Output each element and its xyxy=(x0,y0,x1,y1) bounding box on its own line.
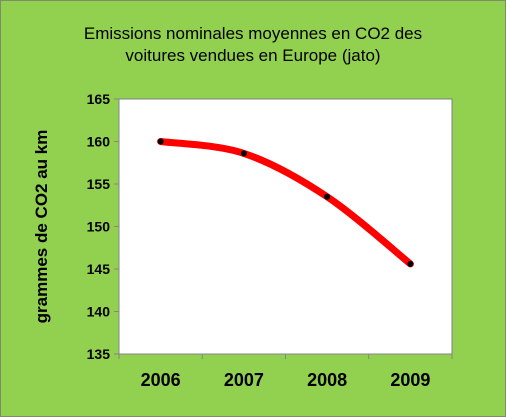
data-point xyxy=(324,193,331,200)
y-tick-label: 140 xyxy=(87,304,111,320)
data-point xyxy=(157,138,164,145)
x-tick-label: 2006 xyxy=(141,370,181,390)
data-point xyxy=(407,260,414,267)
x-tick-label: 2007 xyxy=(224,370,264,390)
x-tick-label: 2009 xyxy=(390,370,430,390)
y-tick-label: 160 xyxy=(87,134,111,150)
series-line xyxy=(157,138,414,268)
y-tick-label: 150 xyxy=(87,219,111,235)
chart-title: Emissions nominales moyennes en CO2 des … xyxy=(83,24,423,65)
y-tick-label: 155 xyxy=(87,176,111,192)
y-tick-label: 145 xyxy=(87,261,111,277)
y-axis-label: grammes de CO2 au km xyxy=(32,130,51,324)
x-tick-label: 2008 xyxy=(307,370,347,390)
y-tick-label: 135 xyxy=(87,346,111,362)
y-tick-label: 165 xyxy=(87,91,111,107)
data-point xyxy=(240,150,247,157)
plot-area xyxy=(118,98,453,355)
